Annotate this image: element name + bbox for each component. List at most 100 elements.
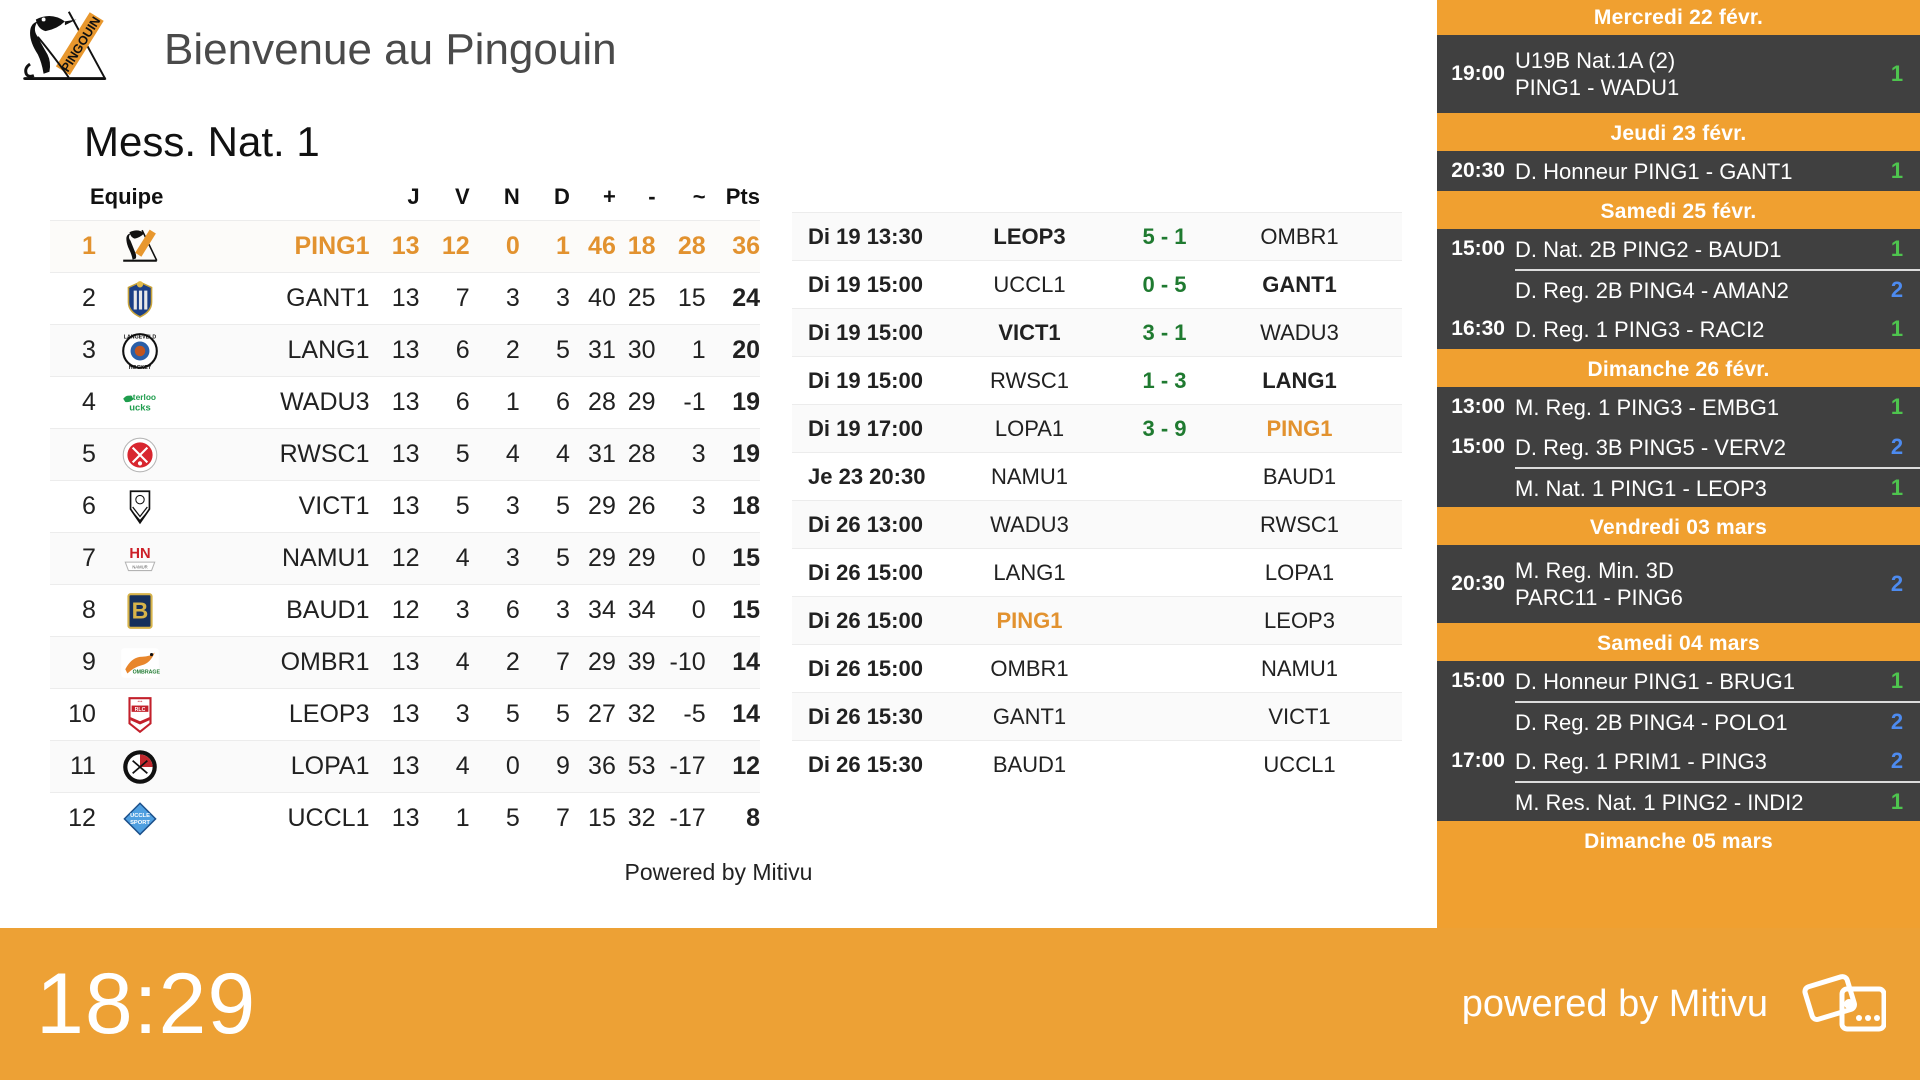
agenda-sections: Mercredi 22 févr. 19:00 U19B Nat.1A (2) PIN…	[1437, 0, 1920, 859]
team-crest-icon: B	[95, 584, 161, 637]
agenda-item-line: D. Reg. 3B PING5 - VERV2	[1515, 434, 1787, 460]
team-crest-icon	[95, 272, 161, 325]
standings-draws: 0	[469, 220, 520, 273]
standings-row: 11 LOPA1 13 4 0 9 36 53 -17 12	[50, 740, 760, 793]
standings-row: 1 PING1 13 12 0 1 46 18 28 36	[50, 220, 760, 273]
standings-losses: 9	[519, 740, 570, 793]
standings-points: 24	[705, 272, 760, 325]
agenda-item: D. Reg. 2B PING4 - AMAN2 2	[1515, 269, 1920, 309]
match-away-team: GANT1	[1262, 271, 1337, 297]
match-away-team: UCCL1	[1263, 751, 1336, 777]
standings-losses: 5	[519, 688, 570, 741]
standings-points: 36	[705, 220, 760, 273]
standings-draws: 2	[469, 636, 520, 689]
standings-goals-for: 34	[569, 584, 616, 637]
standings-wins: 5	[419, 428, 470, 481]
agenda-item-label: D. Honneur PING1 - GANT1	[1515, 158, 1874, 185]
standings-wins: 5	[419, 480, 470, 533]
match-row: Di 26 15:00 OMBR1 NAMU1	[792, 644, 1402, 692]
standings-played: 13	[369, 220, 420, 273]
team-crest-icon: UCCLE SPORT	[95, 792, 161, 845]
col-header-n: N	[503, 184, 520, 209]
standings-losses: 3	[519, 584, 570, 637]
standings-rank: 3	[50, 324, 96, 377]
standings-row: 8 B BAUD1 12 3 6 3 34 34 0 15	[50, 584, 760, 637]
standings-wins: 6	[419, 376, 470, 429]
standings-team-name: BAUD1	[160, 584, 370, 637]
standings-team-name: LEOP3	[160, 688, 370, 741]
standings-wins: 3	[419, 688, 470, 741]
standings-draws: 3	[469, 532, 520, 585]
standings-wins: 4	[419, 532, 470, 585]
svg-text:LANGEVELD: LANGEVELD	[123, 334, 156, 340]
standings-goals-for: 28	[569, 376, 616, 429]
standings-points: 14	[705, 688, 760, 741]
match-row: Di 19 15:00 VICT1 3 - 1 WADU3	[792, 308, 1402, 356]
match-home-team: NAMU1	[990, 463, 1068, 489]
match-home-team: LOPA1	[994, 415, 1065, 441]
standings-goals-against: 29	[615, 532, 656, 585]
standings-wins: 4	[419, 740, 470, 793]
standings-draws: 0	[469, 740, 520, 793]
agenda-day-block: 15:00 D. Honneur PING1 - BRUG1 1 D. Reg. 2B…	[1437, 661, 1920, 821]
standings-goals-for: 40	[569, 272, 616, 325]
agenda-item-time: 13:00	[1451, 395, 1505, 418]
agenda-item-line: D. Reg. 1 PING3 - RACI2	[1515, 316, 1765, 342]
match-datetime: Di 19 17:00	[808, 415, 923, 441]
standings-team-name: LOPA1	[160, 740, 370, 793]
agenda-item-field: 1	[1890, 158, 1904, 183]
standings-goal-diff: 3	[655, 428, 706, 481]
match-home-team: RWSC1	[989, 367, 1070, 393]
match-home-team: OMBR1	[990, 655, 1069, 681]
standings-goals-for: 27	[569, 688, 616, 741]
team-crest-icon: aterloo ucks	[95, 376, 161, 429]
agenda-day-block: 15:00 D. Nat. 2B PING2 - BAUD1 1 D. Reg. 2B…	[1437, 229, 1920, 349]
standings-wins: 12	[419, 220, 470, 273]
col-header-v: V	[455, 184, 470, 209]
match-home-team: VICT1	[998, 319, 1061, 345]
agenda-item-line: D. Reg. 2B PING4 - POLO1	[1515, 709, 1788, 735]
standings-wins: 1	[419, 792, 470, 845]
matches-list: Di 19 13:30 LEOP3 5 - 1 OMBR1 Di 19 15:00 UCC…	[792, 212, 1402, 788]
standings-played: 13	[369, 636, 420, 689]
agenda-item: D. Reg. 2B PING4 - POLO1 2	[1515, 701, 1920, 741]
svg-text:***: ***	[137, 699, 142, 704]
standings-draws: 6	[469, 584, 520, 637]
agenda-item-field: 1	[1890, 61, 1904, 86]
standings-rank: 9	[50, 636, 96, 689]
standings-points: 12	[705, 740, 760, 793]
agenda-item-line: D. Reg. 1 PRIM1 - PING3	[1515, 748, 1767, 774]
agenda-divider	[1437, 113, 1920, 116]
agenda-item-field: 1	[1890, 789, 1904, 814]
standings-panel: Equipe J V N D + - ~ Pts 1 PING1 13 12 0 1 46 1…	[50, 178, 760, 845]
standings-points: 14	[705, 636, 760, 689]
agenda-item-label: D. Honneur PING1 - BRUG1	[1515, 668, 1874, 695]
standings-row: 12 UCCLE SPORT UCCL1 13 1 5 7 15 32 -17 8	[50, 792, 760, 845]
agenda-divider	[1437, 821, 1920, 824]
standings-rank: 4	[50, 376, 96, 429]
standings-team-name: OMBR1	[160, 636, 370, 689]
match-datetime: Di 19 13:30	[808, 223, 923, 249]
standings-row: 2 GANT1 13 7 3 3 40 25 15 24	[50, 272, 760, 325]
standings-draws: 5	[469, 688, 520, 741]
standings-row: 3 LANGEVELD HOCKEY LANG1 13 6 2 5 31 30 1 20	[50, 324, 760, 377]
match-away-team: OMBR1	[1260, 223, 1339, 249]
match-row: Di 19 15:00 RWSC1 1 - 3 LANG1	[792, 356, 1402, 404]
match-away-team: VICT1	[1268, 703, 1331, 729]
match-score: 0 - 5	[1142, 271, 1187, 297]
agenda-item-time: 15:00	[1451, 669, 1505, 692]
standings-row: 9 OMBRAGE OMBR1 13 4 2 7 29 39 -10 14	[50, 636, 760, 689]
standings-played: 13	[369, 428, 420, 481]
standings-played: 12	[369, 532, 420, 585]
agenda-item-line: PARC11 - PING6	[1515, 585, 1683, 610]
standings-row: 10 RLC *** LEOP3 13 3 5 5 27 32 -5 14	[50, 688, 760, 741]
team-crest-icon	[95, 740, 161, 793]
team-crest-icon: RLC ***	[95, 688, 161, 741]
col-header-d: D	[554, 184, 570, 209]
agenda-item-field: 1	[1890, 475, 1904, 500]
col-header-plus: +	[603, 184, 616, 209]
agenda-item-field: 2	[1890, 571, 1904, 596]
standings-points: 19	[705, 376, 760, 429]
standings-goals-against: 18	[615, 220, 656, 273]
agenda-item-field: 1	[1890, 394, 1904, 419]
